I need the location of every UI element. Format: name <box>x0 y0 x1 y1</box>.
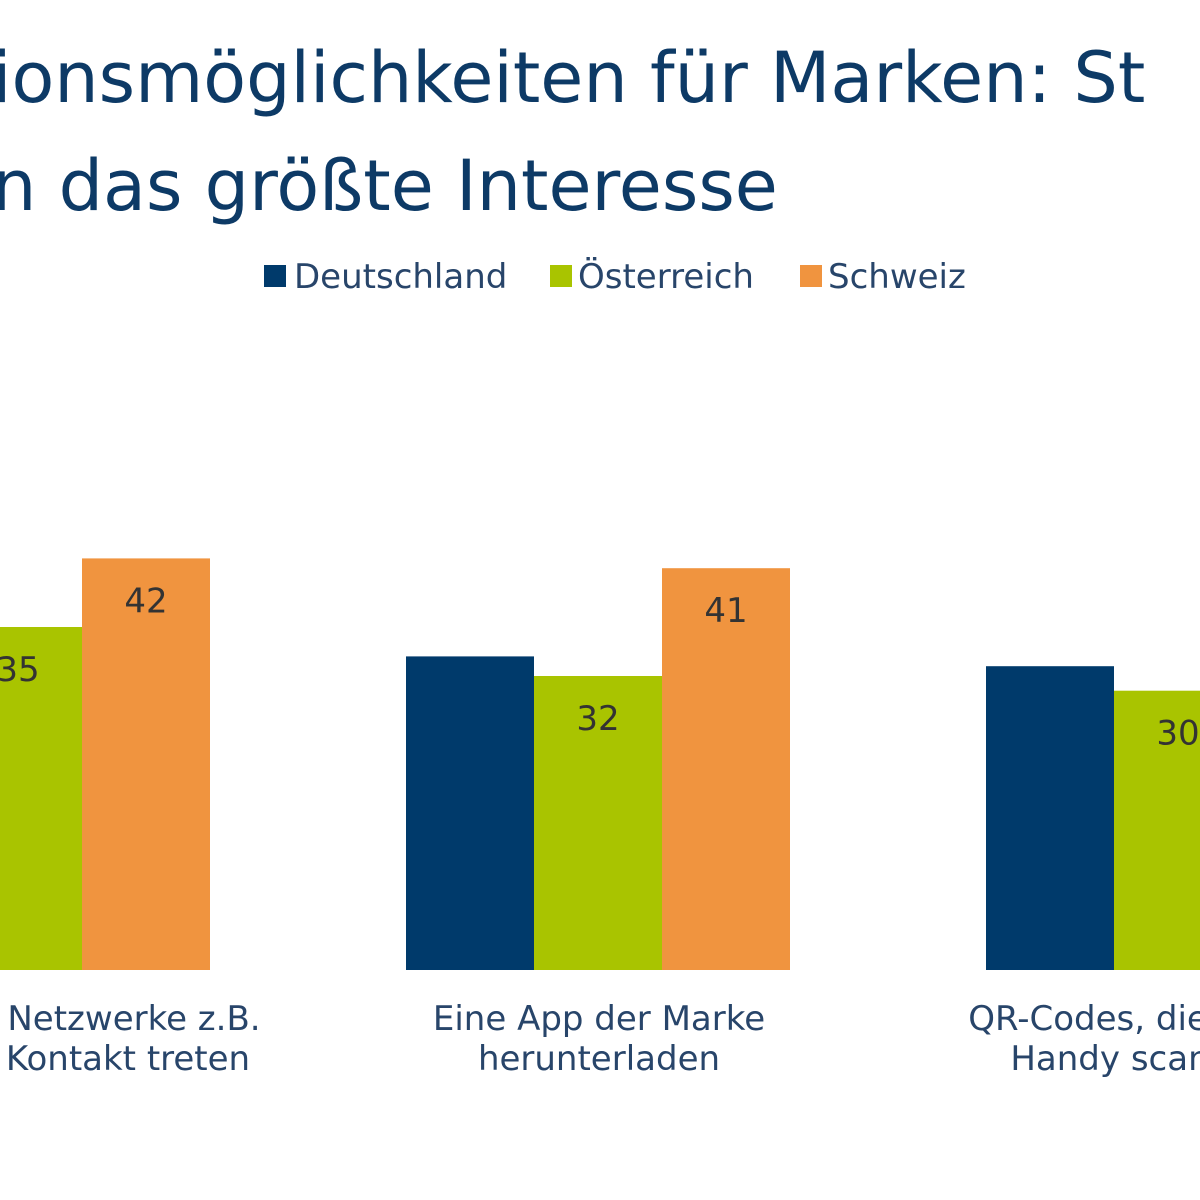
bar-oesterreich-netzwerke <box>0 627 82 970</box>
value-label-oesterreich-qr-codes: 30 <box>1156 714 1199 754</box>
category-label-2-line-1: Eine App der Marke <box>433 999 765 1039</box>
chart-bars <box>0 558 1200 970</box>
value-label-oesterreich-netzwerke: 35 <box>0 650 40 690</box>
value-label-schweiz-app: 41 <box>704 591 747 631</box>
category-label-2-line-2: herunterladen <box>478 1039 720 1079</box>
bar-schweiz-app <box>662 568 790 970</box>
category-label-3-line-2: Handy scan <box>1010 1039 1200 1079</box>
value-label-oesterreich-app: 32 <box>576 699 619 739</box>
chart-value-labels: 35 32 30 42 41 <box>0 581 1200 753</box>
value-label-schweiz-netzwerke: 42 <box>124 581 167 621</box>
legend-swatch-schweiz <box>800 265 822 287</box>
legend-label-oesterreich: Österreich <box>578 256 754 297</box>
bar-schweiz-netzwerke <box>82 558 210 970</box>
chart-title: ionsmöglichkeiten für Marken: St n das g… <box>0 37 1145 227</box>
bar-deutschland-qr-codes <box>986 666 1114 970</box>
legend-label-deutschland: Deutschland <box>294 257 507 297</box>
legend-swatch-oesterreich <box>550 265 572 287</box>
bar-deutschland-app <box>406 656 534 970</box>
chart-title-line-2: n das größte Interesse <box>0 145 778 227</box>
category-label-3-line-1: QR-Codes, die m <box>968 999 1200 1039</box>
category-label-1-line-1: Netzwerke z.B. <box>7 999 260 1039</box>
bar-oesterreich-app <box>534 676 662 970</box>
chart-legend: Deutschland Österreich Schweiz <box>264 256 966 297</box>
legend-label-schweiz: Schweiz <box>828 257 966 297</box>
bar-oesterreich-qr-codes <box>1114 690 1200 970</box>
chart-title-line-1: ionsmöglichkeiten für Marken: St <box>0 37 1145 119</box>
chart-category-labels: Netzwerke z.B. Kontakt treten Eine App d… <box>6 999 1200 1079</box>
legend-swatch-deutschland <box>264 265 286 287</box>
category-label-1-line-2: Kontakt treten <box>6 1039 250 1079</box>
